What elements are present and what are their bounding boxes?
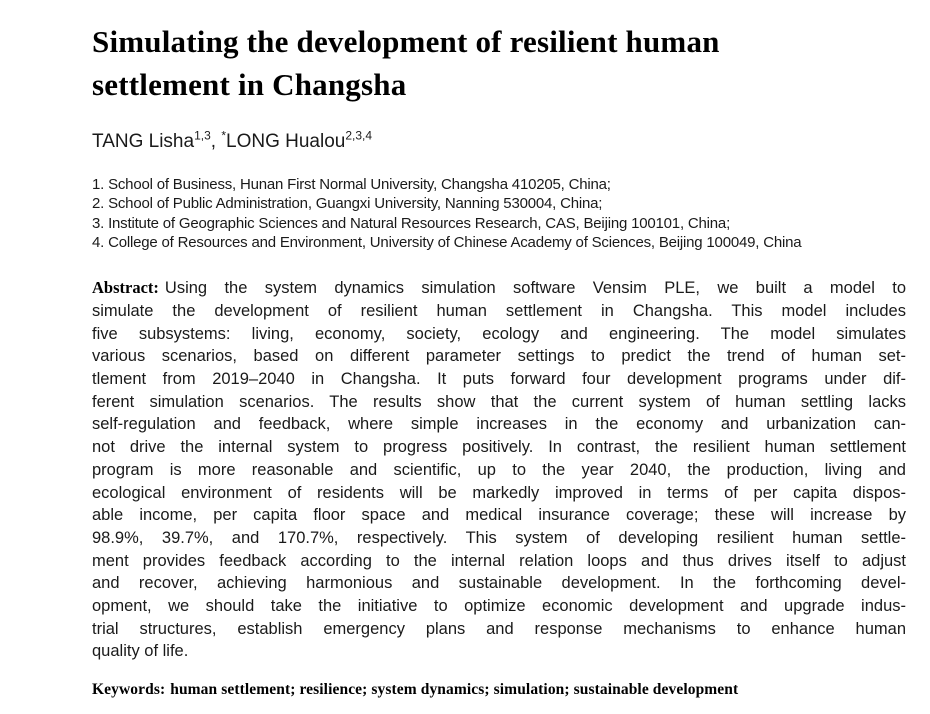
corresponding-author-asterisk: *	[221, 128, 226, 143]
abstract-line: Abstract: Using the system dynamics simul…	[92, 277, 906, 300]
author-name: LONG Hualou	[226, 131, 346, 152]
abstract-text: Using the system dynamics simulation sof…	[164, 279, 906, 298]
abstract-line: 98.9%, 39.7%, and 170.7%, respectively. …	[92, 528, 906, 547]
author-affiliation-superscript: 2,3,4	[345, 128, 373, 143]
affiliation-item: 4. College of Resources and Environment,…	[92, 233, 802, 251]
author-line: TANG Lisha1,3, *LONG Hualou2,3,4	[92, 128, 905, 153]
paper-title-line1: Simulating the development of resilient …	[92, 24, 720, 59]
abstract-line: and recover, achieving harmonious and su…	[92, 574, 906, 593]
abstract-line: quality of life.	[92, 642, 189, 661]
abstract-line: self-regulation and feedback, where simp…	[92, 415, 906, 434]
abstract-line: five subsystems: living, economy, societ…	[92, 324, 906, 343]
abstract-line: ecological environment of residents will…	[92, 483, 906, 502]
affiliation-item: 2. School of Public Administration, Guan…	[92, 195, 603, 213]
abstract-line: opment, we should take the initiative to…	[92, 597, 906, 616]
author-name: TANG Lisha	[92, 131, 195, 152]
abstract-line: tlement from 2019–2040 in Changsha. It p…	[92, 370, 906, 388]
keywords-label: Keywords:	[92, 681, 166, 699]
author-separator: ,	[210, 131, 222, 152]
keywords-text: human settlement; resilience; system dyn…	[170, 681, 739, 699]
paper-title: Simulating the development of resilient …	[92, 20, 905, 106]
author-affiliation-superscript: 1,3	[194, 128, 211, 143]
abstract-label: Abstract:	[92, 278, 159, 298]
abstract-line: various scenarios, based on different pa…	[92, 347, 906, 366]
keywords-line: Keywords: human settlement; resilience; s…	[92, 680, 905, 700]
abstract-line: able income, per capita floor space and …	[92, 506, 906, 525]
affiliation-item: 1. School of Business, Hunan First Norma…	[92, 176, 611, 193]
paper-title-line2: settlement in Changsha	[92, 67, 407, 102]
abstract-line: not drive the internal system to progres…	[92, 438, 906, 457]
abstract-section: Abstract: Using the system dynamics simul…	[92, 277, 906, 663]
abstract-line: trial structures, establish emergency pl…	[92, 619, 906, 638]
abstract-line: simulate the development of resilient hu…	[92, 301, 906, 320]
affiliation-item: 3. Institute of Geographic Sciences and …	[92, 214, 731, 232]
abstract-line: ment provides feedback according to the …	[92, 551, 906, 570]
affiliation-list: 1. School of Business, Hunan First Norma…	[92, 175, 905, 252]
abstract-line: program is more reasonable and scientifi…	[92, 460, 906, 479]
abstract-line: ferent simulation scenarios. The results…	[92, 392, 906, 411]
